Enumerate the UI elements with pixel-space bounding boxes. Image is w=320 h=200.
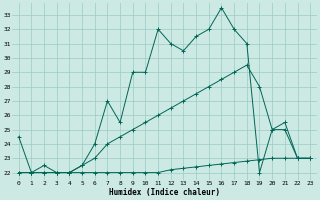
X-axis label: Humidex (Indice chaleur): Humidex (Indice chaleur) <box>109 188 220 197</box>
